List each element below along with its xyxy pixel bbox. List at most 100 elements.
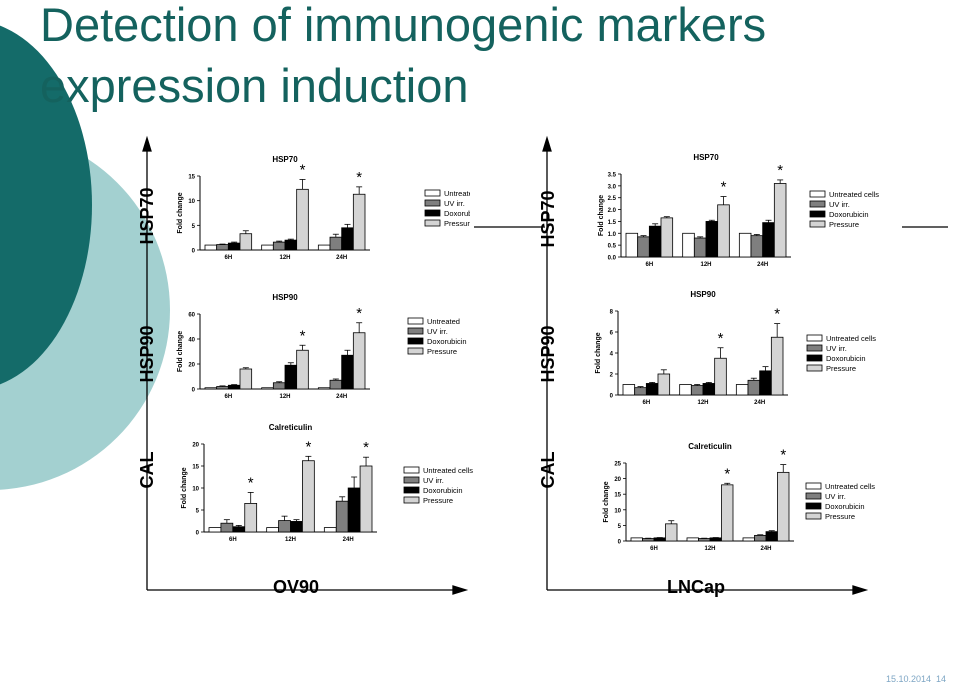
x-tick-label: 24H — [336, 255, 347, 261]
bar — [738, 232, 752, 258]
y-tick-label: 60 — [188, 313, 195, 319]
bar — [702, 383, 716, 396]
significance-star: * — [363, 439, 369, 456]
y-tick-label: 0.0 — [608, 256, 617, 262]
slide-title-line-1: Detection of immunogenic markers — [40, 0, 767, 51]
y-tick-label: 1.5 — [608, 220, 617, 226]
x-tick-label: 6H — [224, 255, 232, 261]
legend-swatch — [809, 220, 826, 228]
legend-swatch — [806, 344, 823, 352]
legend-label: Untreated — [444, 189, 470, 198]
legend-label: Doxorubicin — [826, 354, 866, 363]
chart-title: HSP70 — [693, 153, 719, 162]
legend-label: UV irr. — [423, 476, 444, 485]
chart-title: HSP90 — [690, 290, 716, 299]
bar — [341, 354, 354, 390]
right-frame — [542, 135, 869, 595]
y-tick-label: 0.5 — [608, 244, 617, 250]
bar — [762, 222, 775, 258]
chart-lncap-hsp70: HSP70 Fold change 0.0 0.5 1.0 1.5 2.0 2.5 3.0 3.5… — [593, 148, 923, 273]
bar — [317, 387, 331, 390]
chart-svg: Calreticulin Fold change 0 5 10 15 20 * 6H * 12H * 2… — [181, 423, 473, 543]
legend-swatch — [407, 337, 424, 345]
x-tick-label: 12H — [700, 262, 711, 268]
bar — [352, 332, 366, 390]
bar — [284, 364, 298, 390]
y-tick-label: 5 — [196, 509, 200, 515]
legend-label: Untreated cells — [826, 334, 876, 343]
legend-swatch — [407, 327, 424, 335]
bar — [709, 537, 722, 542]
bar — [698, 538, 711, 542]
legend-swatch — [805, 502, 822, 510]
legend-swatch — [403, 466, 420, 474]
legend-swatch — [805, 512, 822, 520]
y-tick-label: 10 — [614, 508, 621, 514]
y-tick-label: 4 — [610, 352, 614, 358]
y-tick-label: 1.0 — [608, 232, 617, 238]
x-tick-label: 6H — [224, 394, 232, 400]
bar — [660, 217, 674, 258]
significance-star: * — [300, 161, 306, 178]
x-tick-label: 6H — [642, 400, 650, 406]
bar — [272, 241, 286, 251]
legend-swatch — [805, 482, 822, 490]
legend-label: Doxorubicin — [427, 337, 467, 346]
bar — [204, 387, 218, 390]
bar — [717, 204, 730, 258]
chart-ov90-hsp70: HSP70 Fold change 0 5 10 15 6H * 12H * 24H Untreate… — [170, 148, 484, 278]
legend-swatch — [809, 190, 826, 198]
bar — [323, 527, 337, 533]
bar — [690, 385, 704, 396]
legend-swatch — [424, 209, 441, 217]
cell-line-label-lncap: LNCap — [667, 577, 725, 597]
y-axis-label: Fold change — [177, 331, 184, 372]
x-tick-label: 12H — [279, 255, 290, 261]
slide-date: 15.10.2014 — [886, 674, 932, 683]
significance-star: * — [356, 305, 362, 322]
legend-label: Doxorubicin — [444, 209, 470, 218]
legend-label: Pressure — [829, 220, 859, 229]
row-label-right-hsp90: HSP90 — [538, 325, 558, 383]
y-tick-label: 0 — [192, 249, 196, 255]
bar — [359, 465, 373, 533]
chart-svg: HSP90 Fold change 0 20 40 60 6H * 12H * 24H Untreat… — [177, 293, 467, 400]
bar — [622, 384, 636, 396]
bar — [329, 236, 343, 251]
bar — [239, 233, 253, 251]
legend-label: Doxorubicin — [829, 210, 869, 219]
legend-label: Untreated — [427, 317, 460, 326]
legend-label: Doxorubicin — [423, 486, 463, 495]
legend-label: Pressure — [427, 347, 457, 356]
chart-svg: HSP70 Fold change 0.0 0.5 1.0 1.5 2.0 2.5 3.0 3.5… — [598, 153, 879, 268]
bar — [227, 242, 241, 251]
chart-ov90-calreticulin: Calreticulin Fold change 0 5 10 15 20 * 6H * 12H * 2… — [172, 421, 502, 551]
bar — [630, 537, 643, 542]
significance-star: * — [248, 474, 254, 491]
legend-label: Pressure — [825, 512, 855, 521]
bar — [284, 239, 298, 251]
legend-swatch — [806, 364, 823, 372]
row-label-right-cal: CAL — [538, 451, 558, 489]
legend-label: UV irr. — [826, 344, 847, 353]
legend-swatch — [806, 334, 823, 342]
y-tick-label: 10 — [192, 487, 199, 493]
y-tick-label: 0 — [196, 531, 200, 537]
y-tick-label: 10 — [188, 199, 195, 205]
chart-title: Calreticulin — [688, 443, 732, 451]
legend-swatch — [809, 210, 826, 218]
x-tick-label: 6H — [645, 262, 653, 268]
bar — [329, 379, 343, 390]
bar — [302, 460, 315, 533]
y-axis-label: Fold change — [595, 332, 602, 373]
bar — [261, 244, 274, 251]
significance-star: * — [300, 327, 306, 344]
chart-ov90-hsp90: HSP90 Fold change 0 20 40 60 6H * 12H * 24H Untreat… — [170, 284, 470, 414]
legend-label: Doxorubicin — [825, 502, 865, 511]
bar — [290, 521, 303, 533]
bar — [693, 237, 707, 258]
bar — [216, 386, 229, 390]
legend-label: UV irr. — [825, 492, 846, 501]
y-tick-label: 40 — [188, 338, 195, 344]
bar — [634, 387, 647, 396]
